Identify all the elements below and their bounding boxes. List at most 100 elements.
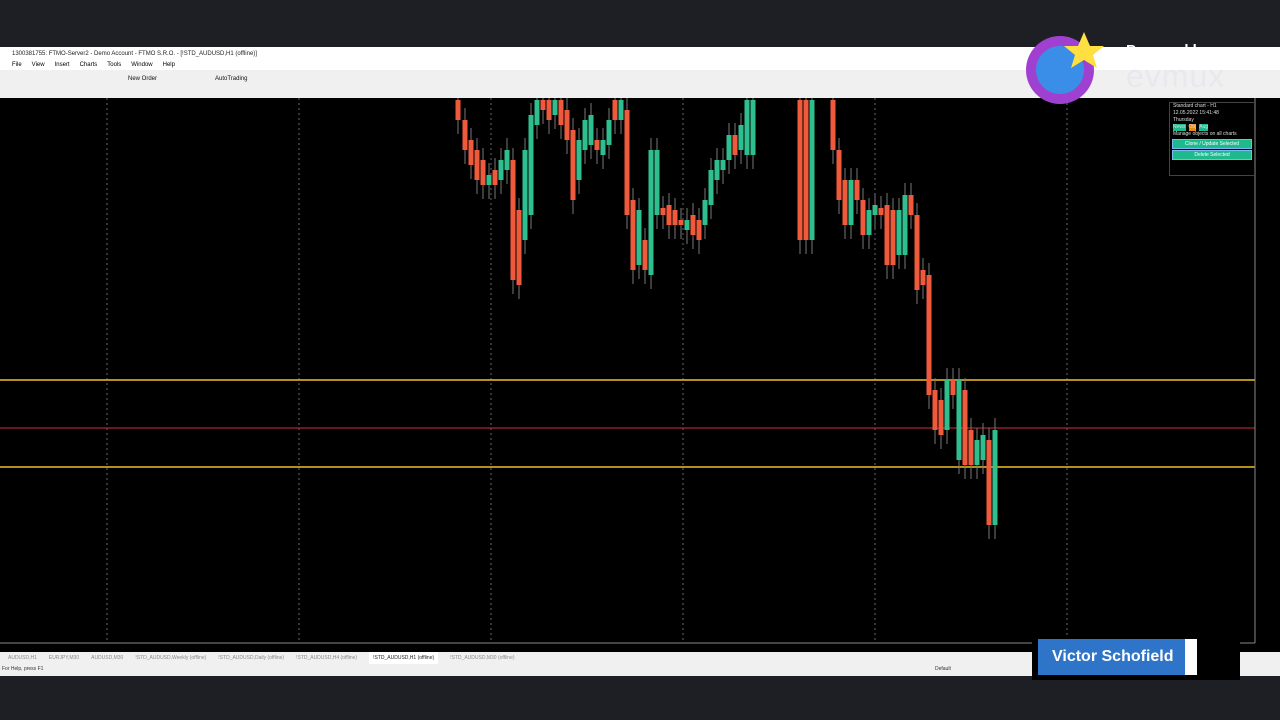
panel-weekday: Thursday <box>1173 117 1194 123</box>
menu-item[interactable]: File <box>12 62 22 68</box>
candle-body <box>474 150 480 180</box>
candle-body <box>878 208 884 215</box>
candle-body <box>648 150 654 275</box>
candle-body <box>836 150 842 200</box>
candle-body <box>462 120 468 150</box>
candle-body <box>914 215 920 290</box>
candle-body <box>944 380 950 430</box>
candle-body <box>516 210 522 285</box>
candle-body <box>552 100 558 115</box>
candle-body <box>950 380 956 395</box>
chart-area <box>0 98 1280 652</box>
candle-body <box>902 195 908 255</box>
chart-tab[interactable]: !STD_AUDUSD,M30 (offline) <box>450 655 515 661</box>
aug-button[interactable]: Aug <box>1199 124 1209 131</box>
chart-tab[interactable]: !STD_AUDUSD,H1 (offline) <box>369 652 439 664</box>
candle-body <box>522 150 528 240</box>
powered-by: Powered by <box>1126 42 1211 59</box>
candle-body <box>455 100 461 120</box>
candle-body <box>866 210 872 235</box>
chart-tab[interactable]: !STD_AUDUSD,Weekly (offline) <box>135 655 207 661</box>
candle-body <box>962 390 968 465</box>
delete-button[interactable]: Delete Selected <box>1172 150 1252 160</box>
chart-canvas <box>0 98 1256 644</box>
obj-button[interactable]: Obj <box>1188 124 1197 131</box>
menu-item[interactable]: Charts <box>79 62 98 68</box>
candle-body <box>744 100 750 155</box>
candle-body <box>600 140 606 155</box>
candle-body <box>528 115 534 215</box>
candle-body <box>968 430 974 465</box>
candle-body <box>920 270 926 285</box>
candle-body <box>854 180 860 200</box>
candle-body <box>612 100 618 120</box>
candle-body <box>504 150 510 170</box>
candle-body <box>594 140 600 150</box>
candle-body <box>890 210 896 265</box>
candle-body <box>576 140 582 180</box>
chart-tabs: AUDUSD,H1 EURJPY,M30 AUDUSD,M30 !STD_AUDUSD… <box>0 652 1280 664</box>
candle-body <box>684 220 690 230</box>
candle-body <box>498 160 504 180</box>
candle-body <box>720 160 726 170</box>
candle-body <box>636 210 642 265</box>
clone-button[interactable]: Clone / Update Selected <box>1172 139 1252 149</box>
candle-body <box>546 100 552 120</box>
candle-body <box>564 110 570 140</box>
candle-body <box>926 275 932 395</box>
candle-body <box>830 100 836 150</box>
menu-item[interactable]: Window <box>131 62 153 68</box>
panel-manage: Manage objects on all charts <box>1173 131 1237 137</box>
candle-body <box>492 170 498 185</box>
candle-body <box>842 180 848 225</box>
candle-body <box>726 135 732 160</box>
candle-body <box>588 115 594 145</box>
title-bar: 1300381755: FTMO-Server2 - Demo Account … <box>0 47 1280 61</box>
candle-body <box>480 160 486 185</box>
chart-tab[interactable]: AUDUSD,H1 <box>8 655 37 661</box>
candle-body <box>510 160 516 280</box>
candle-body <box>534 100 540 125</box>
candle-body <box>932 390 938 430</box>
candle-body <box>618 100 624 120</box>
candle-body <box>468 140 474 165</box>
candle-body <box>708 170 714 205</box>
candle-body <box>980 435 986 460</box>
candle-body <box>558 100 564 125</box>
chart-tab[interactable]: AUDUSD,M30 <box>91 655 124 661</box>
evmux-logo <box>1026 32 1104 104</box>
new-order-button[interactable]: New Order <box>128 76 158 82</box>
candle-body <box>986 440 992 525</box>
menu-bar: File View Insert Charts Tools Window Help <box>0 60 1280 70</box>
chart-tab[interactable]: EURJPY,M30 <box>48 655 80 661</box>
candle-body <box>486 175 492 185</box>
candle-body <box>690 215 696 235</box>
candle-body <box>672 210 678 225</box>
panel-title: Standard chart - H1 <box>1173 103 1217 109</box>
candle-body <box>992 430 998 525</box>
candle-body <box>660 208 666 215</box>
candle-body <box>606 120 612 145</box>
chart-tab[interactable]: !STD_AUDUSD,Daily (offline) <box>218 655 285 661</box>
profile-text: Default <box>935 666 951 672</box>
candle-body <box>803 100 809 240</box>
status-bar: For Help, press F1 Default <box>0 664 1280 675</box>
candle-body <box>570 130 576 200</box>
presenter-name: Victor Schofield <box>1038 639 1197 675</box>
menu-item[interactable]: Help <box>162 62 175 68</box>
candle-body <box>630 200 636 270</box>
menu-item[interactable]: View <box>31 62 45 68</box>
candle-body <box>666 205 672 225</box>
news-button[interactable]: News <box>1173 124 1186 131</box>
candle-body <box>809 100 815 240</box>
chart-tab[interactable]: !STD_AUDUSD,H4 (offline) <box>296 655 358 661</box>
menu-item[interactable]: Tools <box>107 62 122 68</box>
object-panel: Standard chart - H1 12.05.2022 15:41:48 … <box>1169 102 1255 176</box>
panel-datetime: 12.05.2022 15:41:48 <box>1173 110 1219 116</box>
menu-item[interactable]: Insert <box>54 62 70 68</box>
candle-body <box>938 400 944 435</box>
candle-body <box>540 100 546 110</box>
candle-body <box>872 205 878 215</box>
candle-body <box>884 205 890 265</box>
autotrading-button[interactable]: AutoTrading <box>215 76 248 82</box>
